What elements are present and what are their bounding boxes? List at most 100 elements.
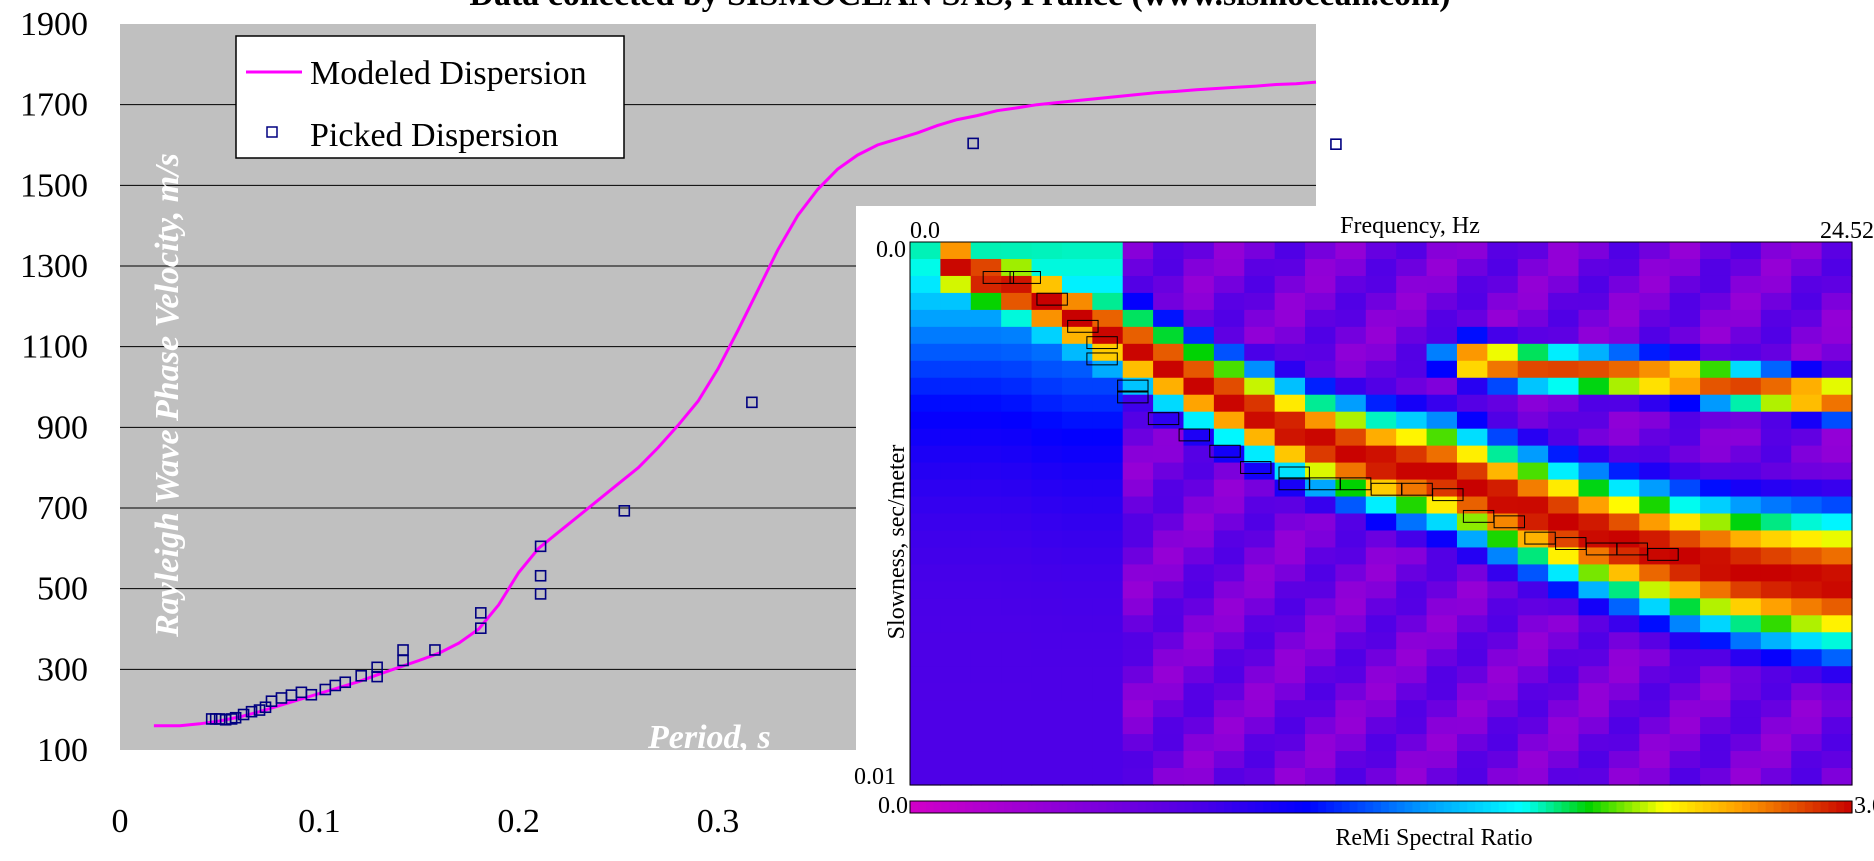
- heatmap-cell: [1487, 751, 1519, 769]
- heatmap-cell: [1700, 598, 1732, 616]
- heatmap-cell: [1244, 309, 1276, 328]
- heatmap-cell: [1365, 598, 1397, 616]
- x-tick-label: 0.3: [697, 803, 740, 840]
- heatmap-cell: [1639, 615, 1671, 633]
- heatmap-cell: [910, 581, 941, 599]
- heatmap-cell: [1031, 683, 1063, 701]
- heatmap-cell: [1183, 581, 1215, 599]
- heatmap-cell: [1001, 292, 1033, 311]
- heatmap-cell: [1122, 632, 1154, 650]
- heatmap-cell: [1183, 258, 1215, 277]
- colorbar-segment: [1145, 801, 1154, 813]
- colorbar-segment: [1592, 801, 1602, 813]
- heatmap-pick-box: [982, 271, 1015, 284]
- heatmap-cell: [1244, 598, 1276, 616]
- heatmap-cell: [1365, 309, 1397, 328]
- heatmap-cell: [1791, 598, 1823, 616]
- heatmap-cell: [1487, 343, 1519, 362]
- colorbar-segment: [1137, 801, 1147, 813]
- heatmap-cell: [1305, 666, 1337, 684]
- heatmap-cell: [1700, 445, 1732, 464]
- colorbar-segment: [1781, 801, 1790, 813]
- heatmap-cell: [1487, 564, 1519, 582]
- heatmap-cell: [1608, 242, 1640, 260]
- heatmap-cell: [1213, 343, 1245, 362]
- heatmap-cell: [1517, 445, 1549, 464]
- heatmap-cell: [1092, 377, 1124, 396]
- heatmap-cell: [1061, 547, 1093, 566]
- heatmap-cell: [1487, 275, 1519, 294]
- heatmap-cell: [1578, 394, 1610, 413]
- heatmap-cell: [1487, 242, 1519, 260]
- heatmap-cell: [1821, 411, 1853, 430]
- colorbar-segment: [1208, 801, 1217, 813]
- heatmap-cell: [1396, 343, 1428, 362]
- heatmap-cell: [1061, 445, 1093, 464]
- heatmap-cell: [1548, 411, 1580, 430]
- heatmap-cell: [1061, 734, 1093, 752]
- heatmap-cell: [1456, 598, 1488, 616]
- heatmap-cell: [910, 768, 941, 786]
- heatmap-cell: [1213, 428, 1245, 447]
- heatmap-cell: [1274, 343, 1306, 362]
- heatmap-cell: [910, 666, 941, 684]
- heatmap-cell: [1274, 530, 1306, 549]
- heatmap-cell: [1031, 598, 1063, 616]
- heatmap-cell: [1730, 394, 1762, 413]
- heatmap-cell: [1396, 394, 1428, 413]
- heatmap-cell: [1305, 751, 1337, 769]
- heatmap-cell: [1122, 445, 1154, 464]
- heatmap-cell: [1213, 700, 1245, 718]
- heatmap-cell: [1548, 462, 1580, 481]
- heatmap-pick-box: [1117, 379, 1149, 393]
- colorbar-segment: [1365, 801, 1374, 813]
- heatmap-cell: [1639, 632, 1671, 650]
- heatmap-cell: [1578, 581, 1610, 599]
- heatmap-cell: [910, 242, 941, 260]
- heatmap-cell: [970, 598, 1002, 616]
- heatmap-cell: [1548, 598, 1580, 616]
- colorbar-segment: [1286, 801, 1296, 813]
- heatmap-cell: [1153, 768, 1185, 786]
- colorbar-segment: [996, 801, 1005, 813]
- heatmap-cell: [1669, 343, 1701, 362]
- heatmap-cell: [1730, 343, 1762, 362]
- heatmap-cell: [1456, 700, 1488, 718]
- heatmap-cell: [1244, 360, 1276, 379]
- heatmap-cell: [1730, 258, 1762, 277]
- heatmap-cell: [1061, 530, 1093, 549]
- heatmap-cell: [1730, 275, 1762, 294]
- colorbar-segment: [917, 801, 927, 813]
- y-axis-label: Rayleigh Wave Phase Velocity, m/s: [149, 153, 186, 638]
- heatmap-cell: [1183, 479, 1215, 498]
- heatmap-cell: [1365, 258, 1397, 277]
- heatmap-cell: [1791, 411, 1823, 430]
- heatmap-cell: [1244, 462, 1276, 481]
- heatmap-cell: [1365, 751, 1397, 769]
- heatmap-cell: [1335, 700, 1367, 718]
- heatmap-cell: [1001, 394, 1033, 413]
- colorbar-segment: [1074, 801, 1084, 813]
- heatmap-cell: [1669, 258, 1701, 277]
- heatmap-cell: [1548, 649, 1580, 667]
- heatmap-cell: [940, 683, 972, 701]
- colorbar-segment: [1271, 801, 1280, 813]
- colorbar-segment: [1483, 801, 1492, 813]
- heatmap-cell: [1730, 309, 1762, 328]
- colorbar-segment: [1538, 801, 1547, 813]
- heatmap-cell: [1639, 394, 1671, 413]
- heatmap-cell: [1639, 734, 1671, 752]
- heatmap-cell: [1487, 428, 1519, 447]
- heatmap-cell: [1578, 632, 1610, 650]
- heatmap-cell: [1639, 242, 1671, 260]
- heatmap-cell: [1456, 581, 1488, 599]
- heatmap-cell: [1061, 768, 1093, 786]
- heatmap-cell: [1213, 615, 1245, 633]
- heatmap-cell: [1183, 768, 1215, 786]
- colorbar-segment: [1004, 801, 1013, 813]
- heatmap-cell: [1001, 683, 1033, 701]
- colorbar-segment: [1765, 801, 1775, 813]
- heatmap-cell: [1061, 326, 1093, 345]
- heatmap-cell: [1335, 717, 1367, 735]
- heatmap-cell: [1335, 343, 1367, 362]
